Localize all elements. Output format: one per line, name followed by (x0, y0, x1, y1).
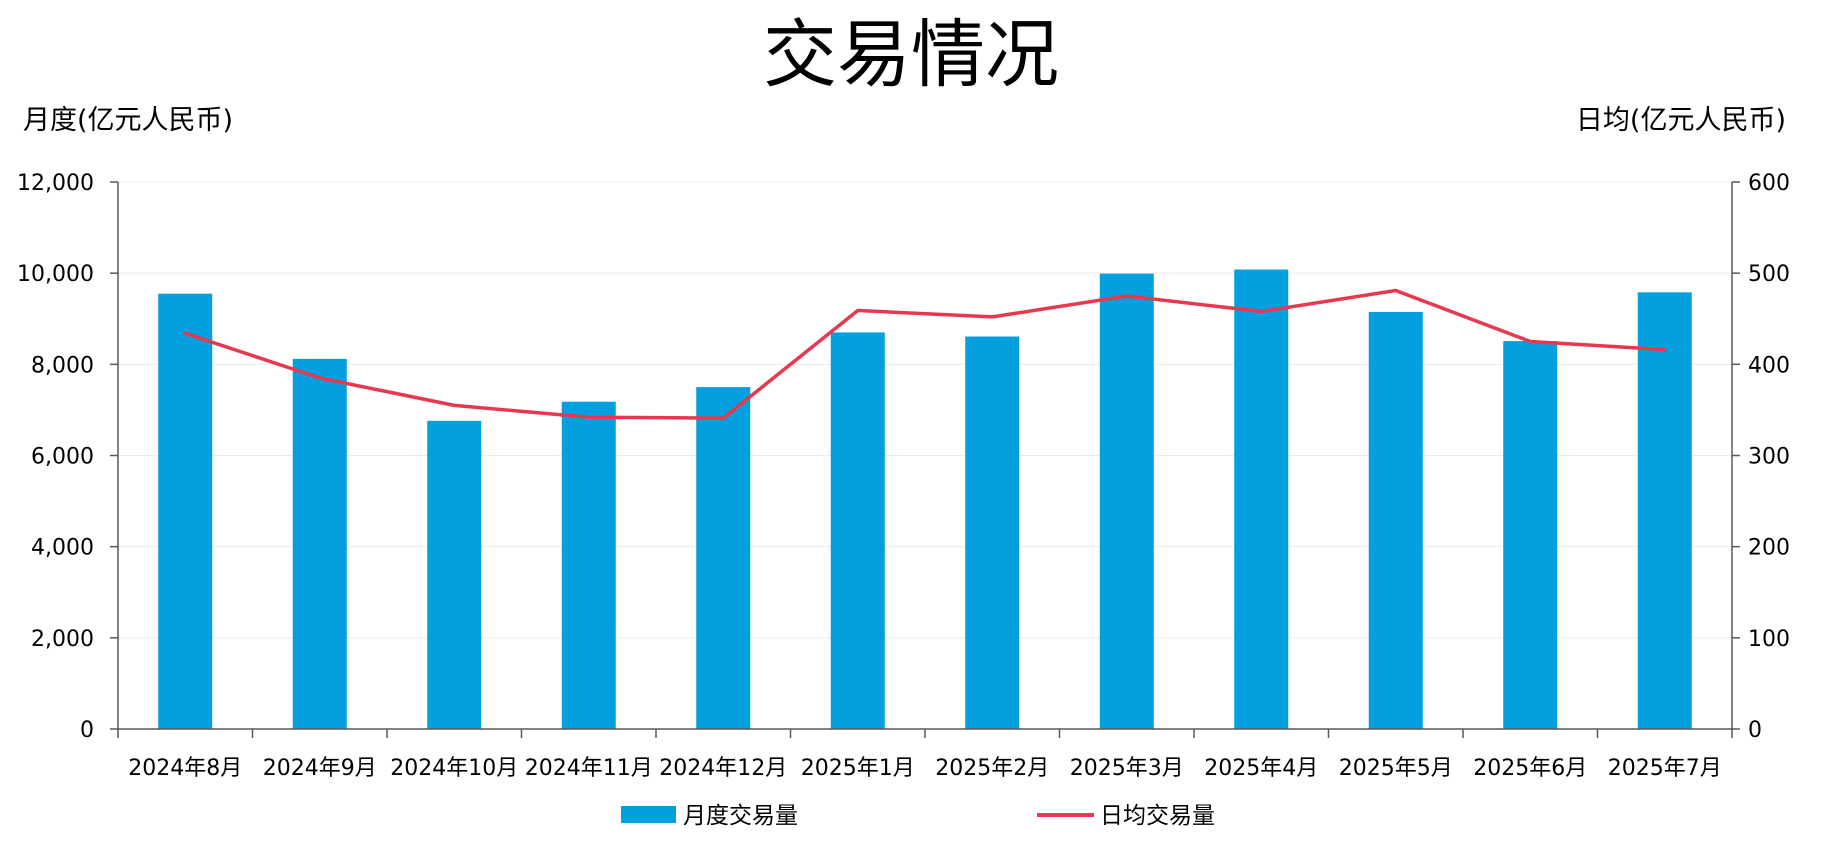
x-tick-label: 2024年12月 (659, 756, 787, 781)
left-tick-label: 12,000 (17, 171, 94, 196)
legend: 月度交易量 日均交易量 (621, 803, 1215, 829)
left-tick-label: 4,000 (31, 536, 94, 561)
bar (965, 336, 1020, 729)
right-tick-label: 600 (1748, 171, 1790, 196)
right-tick-label: 300 (1748, 445, 1790, 470)
bar (1234, 269, 1289, 729)
x-tick-label: 2025年6月 (1473, 756, 1587, 781)
x-tick-label: 2025年7月 (1608, 756, 1722, 781)
legend-bar-swatch (621, 806, 676, 823)
x-tick-label: 2024年9月 (263, 756, 377, 781)
chart-title: 交易情况 (763, 12, 1059, 98)
legend-bar-label: 月度交易量 (683, 803, 798, 829)
x-tick-label: 2024年11月 (525, 756, 653, 781)
right-tick-label: 500 (1748, 262, 1790, 287)
bar (561, 401, 616, 729)
x-tick-label: 2025年2月 (935, 756, 1049, 781)
left-axis-title: 月度(亿元人民币) (23, 105, 233, 136)
bar (292, 358, 347, 729)
axes: 0 0 2,000 100 4,000 200 6,000 300 8,000 400 10,000… (17, 171, 1790, 781)
left-tick-label: 2,000 (31, 627, 94, 652)
line-series (183, 288, 1667, 420)
bar (158, 293, 213, 729)
left-tick-label: 10,000 (17, 262, 94, 287)
left-tick-label: 0 (80, 718, 94, 743)
bar (1503, 341, 1558, 729)
left-tick-label: 6,000 (31, 445, 94, 470)
bar (427, 420, 482, 729)
daily-volume-line (183, 288, 1667, 420)
legend-line-label: 日均交易量 (1100, 803, 1215, 829)
right-tick-label: 400 (1748, 353, 1790, 378)
bar (696, 387, 751, 729)
bar (830, 332, 885, 729)
bar (1368, 311, 1423, 729)
bar-series (158, 269, 1692, 729)
x-tick-label: 2025年5月 (1339, 756, 1453, 781)
bar (1637, 292, 1692, 729)
right-tick-label: 0 (1748, 718, 1762, 743)
right-tick-label: 200 (1748, 536, 1790, 561)
gridlines (118, 181, 1732, 639)
x-tick-label: 2025年1月 (801, 756, 915, 781)
right-tick-label: 100 (1748, 627, 1790, 652)
right-axis-title: 日均(亿元人民币) (1576, 105, 1786, 136)
x-tick-label: 2025年4月 (1204, 756, 1318, 781)
x-tick-label: 2025年3月 (1070, 756, 1184, 781)
bar (1099, 273, 1154, 729)
left-tick-label: 8,000 (31, 353, 94, 378)
x-tick-label: 2024年8月 (128, 756, 242, 781)
x-tick-label: 2024年10月 (390, 756, 518, 781)
